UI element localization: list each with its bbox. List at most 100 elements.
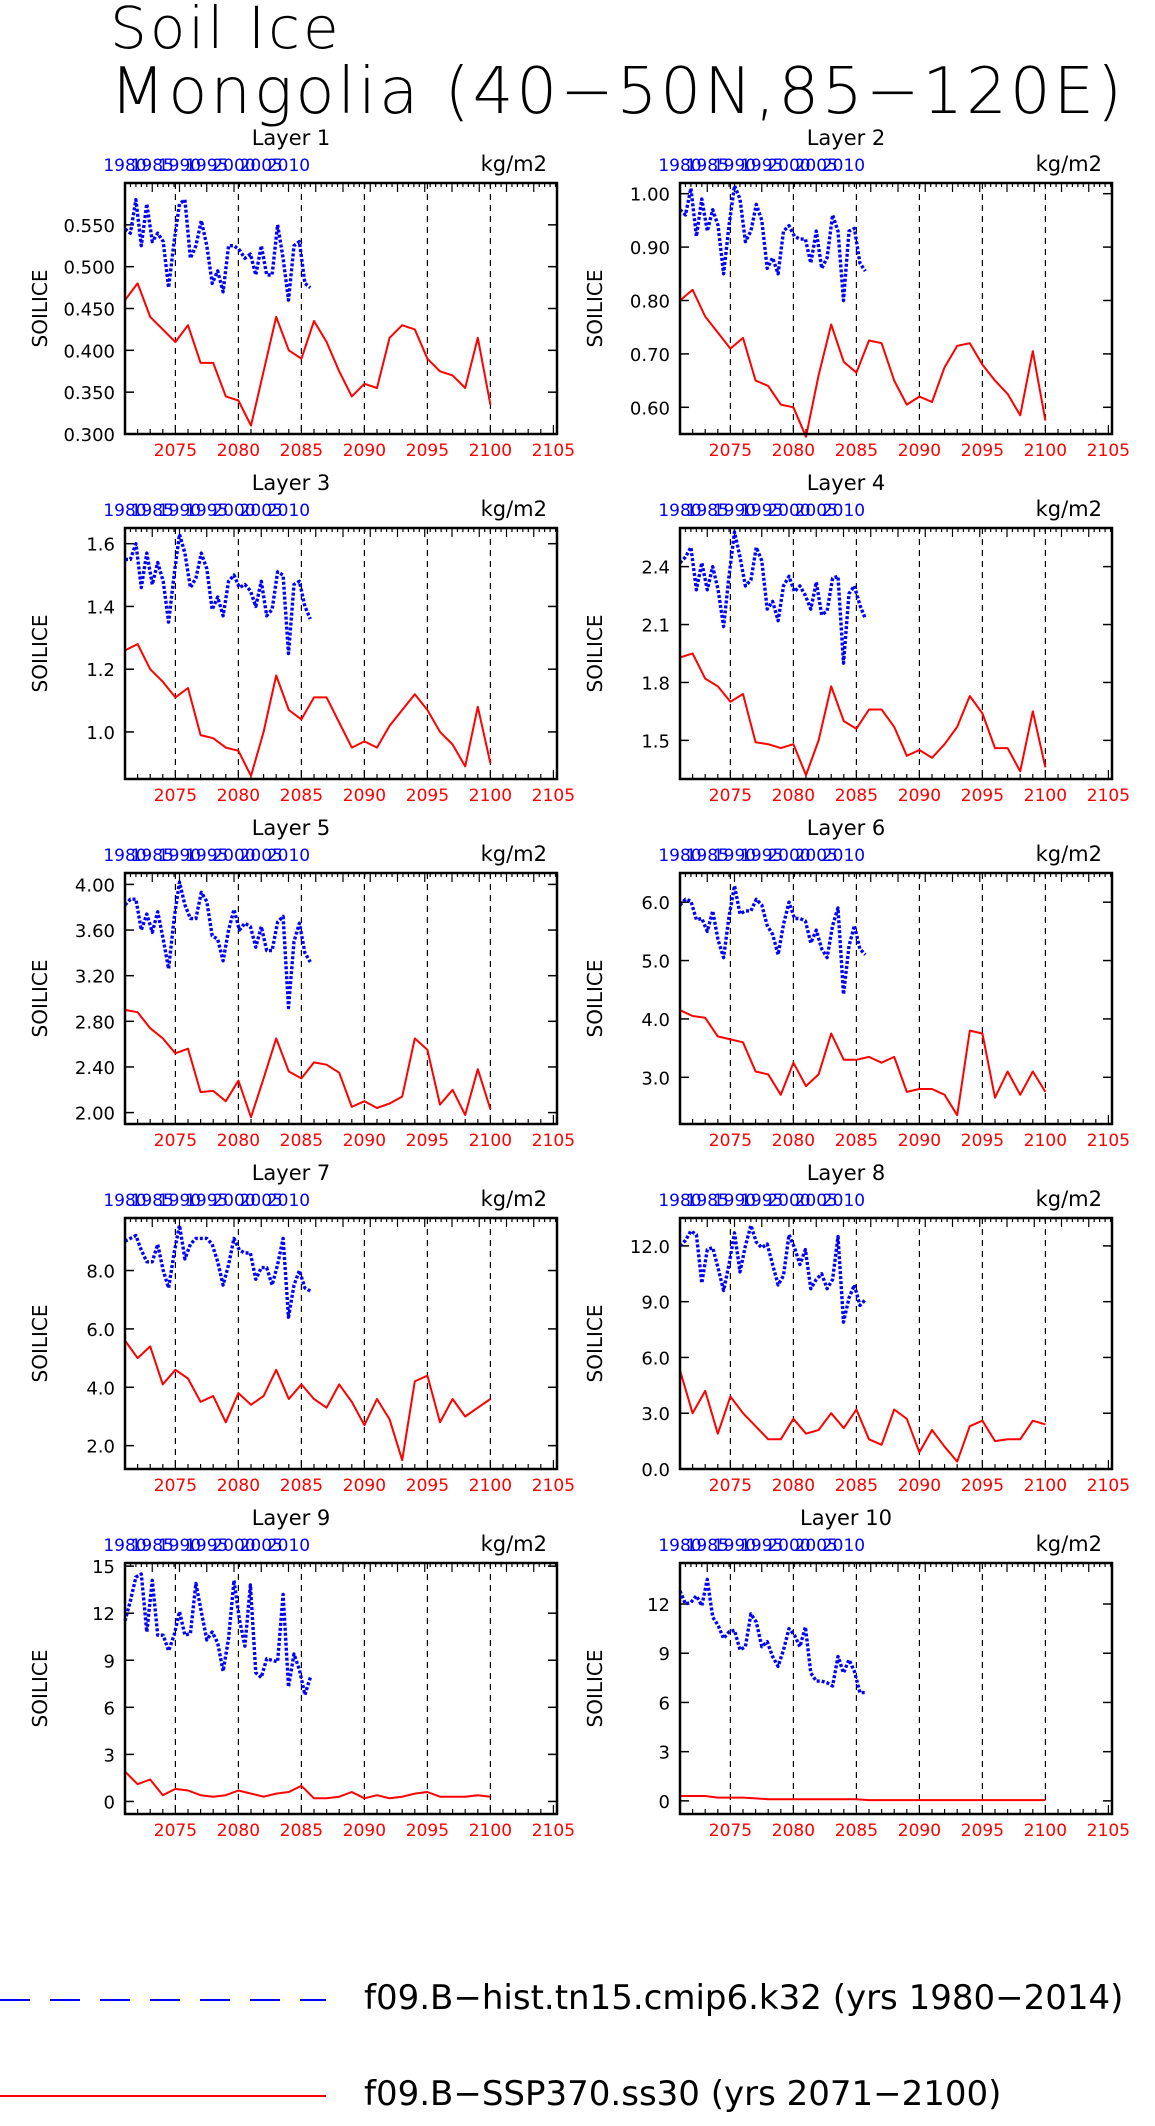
x-tick-label-bottom: 2100: [469, 1131, 512, 1151]
chart-panel-5: Layer 5 kg/m2 SOILICE 2.00 2.40 2.80 3.20 3.60 4…: [28, 816, 575, 1151]
x-tick-label-bottom: 2090: [898, 1131, 941, 1151]
x-tick-label-bottom: 2090: [343, 441, 386, 461]
y-tick-label: 3.20: [75, 967, 115, 988]
x-tick-label-top: 2000: [212, 846, 255, 866]
x-tick-label-bottom: 2100: [1024, 1821, 1067, 1841]
chart-title: Layer 7: [252, 1161, 331, 1185]
x-tick-label-bottom: 2085: [280, 1131, 323, 1151]
y-tick-label: 6.0: [641, 1348, 670, 1369]
x-tick-label-bottom: 2095: [961, 1131, 1004, 1151]
x-tick-label-bottom: 2080: [217, 441, 260, 461]
plot-frame: [123, 871, 559, 1126]
series-line-ssp: [124, 643, 492, 777]
y-tick-label: 4.0: [641, 1010, 670, 1031]
x-tick-label-bottom: 2090: [898, 1476, 941, 1496]
plot-frame: [123, 1561, 559, 1816]
x-tick-label-top: 2005: [795, 501, 838, 521]
x-tick-label-bottom: 2085: [835, 1131, 878, 1151]
x-tick-label-top: 1985: [686, 846, 729, 866]
y-tick-label: 1.2: [86, 660, 115, 681]
x-tick-label-bottom: 2105: [532, 1131, 575, 1151]
x-tick-label-top: 2000: [767, 501, 810, 521]
x-tick-label-top: 2000: [212, 1536, 255, 1556]
x-tick-label-bottom: 2100: [469, 1821, 512, 1841]
x-tick-label-top: 2010: [822, 1536, 865, 1556]
x-tick-label-bottom: 2080: [772, 1476, 815, 1496]
y-tick-label: 0.70: [630, 345, 670, 366]
y-tick-label: 1.6: [86, 535, 115, 556]
plot-frame: [678, 526, 1114, 781]
x-tick-label-bottom: 2080: [772, 1131, 815, 1151]
charts-grid: Layer 1 kg/m2 SOILICE 0.300 0.350 0.400 0.450 0…: [28, 126, 1130, 1841]
x-tick-label-top: 1990: [713, 1191, 756, 1211]
x-tick-label-bottom: 2090: [898, 786, 941, 806]
plot-frame: [123, 1216, 559, 1471]
x-tick-label-top: 1990: [713, 846, 756, 866]
x-tick-label-top: 1995: [740, 1191, 783, 1211]
legend-line-ssp: [0, 2095, 326, 2097]
x-tick-label-top: 2000: [767, 1536, 810, 1556]
x-tick-label-top: 2005: [240, 156, 283, 176]
plot-frame: [123, 181, 559, 436]
x-tick-label-top: 1985: [686, 1536, 729, 1556]
x-tick-label-top: 1990: [158, 156, 201, 176]
x-tick-label-bottom: 2105: [532, 1476, 575, 1496]
x-tick-label-bottom: 2080: [772, 441, 815, 461]
x-tick-label-bottom: 2075: [154, 1821, 197, 1841]
y-tick-label: 8.0: [86, 1262, 115, 1283]
x-tick-label-top: 1995: [185, 1536, 228, 1556]
units-label: kg/m2: [481, 1187, 547, 1211]
x-tick-label-top: 2010: [267, 1191, 310, 1211]
x-tick-label-top: 2010: [822, 156, 865, 176]
x-tick-label-bottom: 2090: [898, 1821, 941, 1841]
x-tick-label-top: 1980: [103, 156, 146, 176]
x-tick-label-bottom: 2100: [469, 1476, 512, 1496]
x-tick-label-top: 2005: [240, 1191, 283, 1211]
x-tick-label-top: 1985: [131, 1536, 174, 1556]
series-line-ssp: [679, 652, 1047, 777]
x-tick-label-bottom: 2075: [154, 1476, 197, 1496]
x-tick-label-bottom: 2095: [406, 441, 449, 461]
series-line-ssp: [124, 282, 492, 427]
series-line-hist: [678, 183, 867, 303]
y-tick-label: 6: [104, 1698, 115, 1719]
y-tick-label: 6.0: [641, 893, 670, 914]
x-tick-label-top: 2005: [795, 1191, 838, 1211]
x-tick-label-bottom: 2095: [961, 1821, 1004, 1841]
x-tick-label-top: 1980: [658, 501, 701, 521]
x-tick-label-top: 2005: [795, 846, 838, 866]
x-tick-label-top: 1985: [686, 1191, 729, 1211]
x-tick-label-top: 1985: [686, 156, 729, 176]
x-tick-label-top: 1985: [131, 156, 174, 176]
x-tick-label-top: 1980: [103, 501, 146, 521]
x-tick-label-bottom: 2080: [217, 786, 260, 806]
chart-panel-3: Layer 3 kg/m2 SOILICE 1.0 1.2 1.4 1.6 2075 2080 2…: [28, 471, 575, 806]
x-tick-label-bottom: 2090: [343, 786, 386, 806]
y-tick-label: 0.450: [63, 300, 115, 321]
y-tick-label: 2.1: [641, 616, 670, 637]
units-label: kg/m2: [1036, 1187, 1102, 1211]
y-tick-label: 0.300: [63, 425, 115, 446]
x-tick-label-top: 1985: [686, 501, 729, 521]
y-tick-label: 0.80: [630, 291, 670, 312]
y-tick-label: 1.5: [641, 731, 670, 752]
chart-title: Layer 1: [252, 126, 331, 150]
series-line-hist: [123, 197, 312, 302]
y-axis-label: SOILICE: [28, 270, 52, 348]
x-tick-label-top: 1995: [740, 846, 783, 866]
units-label: kg/m2: [481, 1532, 547, 1556]
y-tick-label: 1.4: [86, 597, 115, 618]
legend-label-hist: f09.B−hist.tn15.cmip6.k32 (yrs 1980−2014…: [364, 1978, 1124, 2018]
series-line-ssp: [679, 288, 1047, 438]
y-axis-label: SOILICE: [583, 615, 607, 693]
x-tick-label-bottom: 2100: [1024, 1131, 1067, 1151]
x-tick-label-top: 1995: [185, 156, 228, 176]
y-tick-label: 6: [659, 1693, 670, 1714]
y-tick-label: 1.0: [86, 723, 115, 744]
x-tick-label-bottom: 2085: [280, 1821, 323, 1841]
y-tick-label: 5.0: [641, 952, 670, 973]
units-label: kg/m2: [1036, 497, 1102, 521]
chart-panel-8: Layer 8 kg/m2 SOILICE 0.0 3.0 6.0 9.0 12.0 2075 2…: [583, 1161, 1130, 1496]
plot-frame: [678, 181, 1114, 436]
y-tick-label: 0.60: [630, 398, 670, 419]
